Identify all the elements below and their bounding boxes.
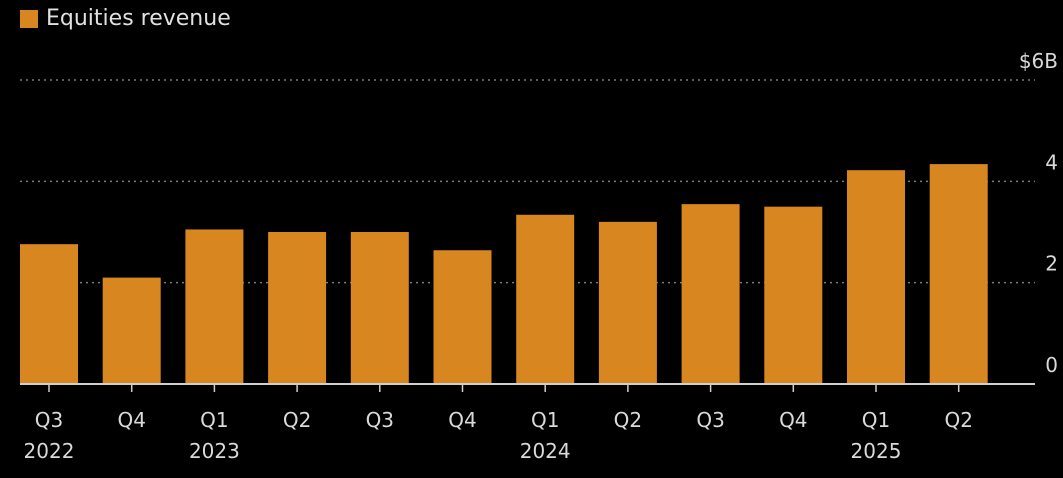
x-tick-label: Q1 bbox=[531, 408, 559, 432]
y-tick-label: $6B bbox=[1019, 49, 1058, 73]
bars bbox=[20, 164, 988, 384]
x-tick-label: Q4 bbox=[779, 408, 807, 432]
x-tick-label: Q2 bbox=[614, 408, 642, 432]
bar bbox=[598, 221, 657, 384]
x-axis bbox=[20, 383, 1035, 392]
y-tick-label: 0 bbox=[1045, 353, 1058, 377]
x-tick-label: Q2 bbox=[944, 408, 972, 432]
x-tick-label: Q2 bbox=[283, 408, 311, 432]
x-axis-labels: Q3 2022 Q4 Q1 2023 Q2 Q3 Q4 Q1 2024 Q2 Q3 Q4 Q1 2025 Q2 bbox=[24, 408, 973, 463]
bar bbox=[350, 232, 409, 384]
y-axis-labels: 0 2 4 $6B bbox=[1019, 49, 1058, 377]
x-tick-year-label: 2025 bbox=[851, 439, 902, 463]
x-tick-label: Q3 bbox=[366, 408, 394, 432]
x-tick-year-label: 2024 bbox=[520, 439, 571, 463]
x-tick-label: Q3 bbox=[35, 408, 63, 432]
y-tick-label: 4 bbox=[1045, 150, 1058, 174]
bar bbox=[681, 204, 740, 384]
chart-legend: Equities revenue bbox=[20, 6, 231, 31]
x-tick-year-label: 2023 bbox=[189, 439, 240, 463]
bar bbox=[185, 229, 244, 384]
bar bbox=[764, 206, 823, 384]
x-tick-label: Q1 bbox=[862, 408, 890, 432]
bar bbox=[847, 170, 905, 384]
legend-label: Equities revenue bbox=[46, 6, 231, 31]
y-tick-label: 2 bbox=[1045, 252, 1058, 276]
bar bbox=[268, 232, 327, 384]
x-tick-label: Q1 bbox=[200, 408, 228, 432]
bar bbox=[102, 277, 161, 384]
x-tick-label: Q4 bbox=[117, 408, 145, 432]
legend-swatch bbox=[20, 9, 38, 28]
bar bbox=[929, 164, 988, 384]
bar bbox=[20, 244, 78, 384]
bar bbox=[433, 250, 492, 384]
x-tick-year-label: 2022 bbox=[24, 439, 75, 463]
x-tick-label: Q4 bbox=[448, 408, 476, 432]
x-tick-label: Q3 bbox=[696, 408, 724, 432]
bar bbox=[516, 214, 575, 384]
